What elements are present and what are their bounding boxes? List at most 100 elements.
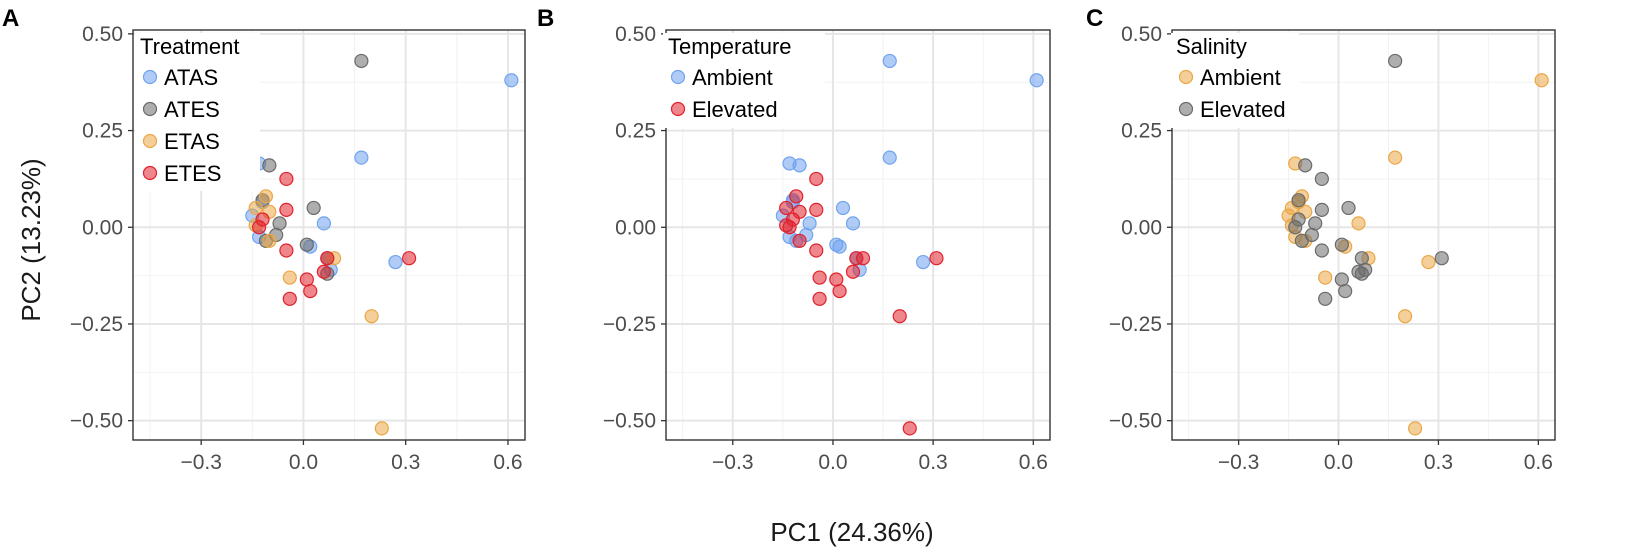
panel-c-legend-items: Ambient Elevated [1178, 65, 1286, 122]
data-point-ambient [1318, 270, 1333, 285]
data-point-elevated [829, 272, 844, 287]
data-point-ates [299, 237, 314, 252]
y-tick-label: −0.25 [603, 313, 656, 336]
panel-b-frame [665, 29, 1051, 441]
data-point-etas [364, 309, 379, 324]
legend-key-etes [142, 165, 158, 181]
panel-b-legend-title: Temperature [668, 34, 792, 59]
data-point-elevated [1434, 251, 1449, 266]
data-point-ambient [882, 150, 897, 165]
panel-a-legend: Treatment ATAS ATES ETAS ETES [135, 33, 260, 191]
data-point-elevated [812, 291, 827, 306]
panel-b-legend-background [663, 33, 825, 128]
data-point-elevated [1334, 237, 1349, 252]
data-point-elevated [892, 309, 907, 324]
legend-label-ambient: Ambient [692, 65, 773, 90]
panel-c-x-ticks: −0.3 0.0 0.3 0.6 [1218, 440, 1553, 474]
panel-b-legend: Temperature Ambient Elevated [663, 33, 825, 128]
data-point-ates [306, 200, 321, 216]
data-point-etes [279, 202, 294, 217]
legend-label-atas: ATAS [164, 65, 218, 90]
legend-key-elevated [670, 101, 686, 117]
data-point-ambient [1421, 254, 1436, 270]
data-point-etes [282, 291, 297, 306]
panel-a-legend-title: Treatment [140, 34, 239, 59]
legend-key-elevated [1178, 101, 1194, 117]
data-point-elevated [1354, 266, 1369, 281]
y-tick-label: 0.00 [615, 216, 656, 239]
y-tick-label: 0.25 [1121, 120, 1162, 143]
data-point-elevated [1288, 220, 1303, 235]
data-point-elevated [1354, 251, 1369, 266]
x-tick-label: 0.0 [818, 451, 847, 474]
data-point-elevated [929, 251, 944, 266]
data-point-elevated [1308, 216, 1323, 231]
data-point-elevated [792, 233, 807, 248]
data-point-etes [320, 251, 335, 266]
legend-key-ates [142, 101, 158, 117]
data-point-elevated [832, 283, 847, 299]
data-point-ambient [882, 53, 897, 69]
y-axis-title: PC2 (13.23%) [16, 158, 46, 321]
x-tick-label: 0.6 [1524, 451, 1553, 474]
data-point-elevated [1298, 158, 1313, 173]
y-tick-label: −0.50 [70, 410, 123, 433]
data-point-elevated [779, 200, 794, 216]
legend-label-elevated: Elevated [692, 97, 778, 122]
data-point-ambient [792, 158, 807, 173]
data-point-etas [374, 421, 389, 436]
panel-b-x-ticks: −0.3 0.0 0.3 0.6 [712, 440, 1048, 474]
panel-a-frame [132, 29, 526, 441]
y-tick-label: −0.50 [603, 410, 656, 433]
panel-b-legend-items: Ambient Elevated [670, 65, 778, 122]
data-point-ates [262, 158, 277, 173]
data-point-elevated [1314, 171, 1329, 187]
panel-b-y-ticks: 0.50 0.25 0.00 −0.25 −0.50 [603, 23, 666, 433]
panel-c-frame [1171, 29, 1556, 441]
data-point-elevated [855, 251, 871, 266]
panel-c-legend-title: Salinity [1176, 34, 1247, 59]
panel-b: B −0.3 0.0 0.3 0.6 0.50 0.25 0.00 −0.25 −0.50 T… [537, 5, 1051, 474]
y-tick-label: 0.00 [82, 216, 123, 239]
data-point-etes [252, 220, 267, 235]
panel-a-points [245, 53, 519, 436]
data-point-ambient [845, 216, 861, 231]
data-point-ates [272, 216, 287, 231]
legend-key-atas [142, 69, 158, 85]
data-point-ambient [916, 254, 931, 270]
data-point-etes [303, 283, 318, 299]
data-point-elevated [789, 189, 804, 204]
data-point-ambient [835, 200, 851, 216]
data-point-ambient [1351, 216, 1366, 231]
panel-a-legend-items: ATAS ATES ETAS ETES [142, 65, 221, 186]
data-point-elevated [1294, 233, 1309, 248]
data-point-elevated [1388, 53, 1403, 69]
x-tick-label: 0.3 [1424, 451, 1453, 474]
data-point-ambient [1388, 150, 1403, 165]
y-tick-label: 0.50 [82, 23, 123, 46]
y-tick-label: 0.50 [615, 23, 656, 46]
data-point-atas [504, 73, 519, 88]
legend-key-ambient [670, 69, 686, 85]
x-tick-label: −0.3 [712, 451, 753, 474]
panel-b-points [775, 53, 1044, 436]
legend-key-etas [142, 133, 158, 149]
data-point-elevated [792, 204, 807, 219]
y-tick-label: −0.50 [1109, 410, 1162, 433]
panel-letter-a: A [2, 5, 19, 32]
legend-label-etas: ETAS [164, 129, 220, 154]
panel-c-y-ticks: 0.50 0.25 0.00 −0.25 −0.50 [1109, 23, 1172, 433]
data-point-etas [258, 189, 274, 204]
data-point-elevated [809, 202, 824, 217]
data-point-ambient [1029, 73, 1044, 88]
panel-letter-b: B [537, 5, 554, 32]
x-tick-label: 0.6 [493, 451, 522, 474]
legend-label-ambient: Ambient [1200, 65, 1281, 90]
data-point-ates [354, 53, 369, 69]
x-axis-title: PC1 (24.36%) [770, 517, 933, 547]
data-point-etas [248, 200, 263, 216]
y-tick-label: 0.00 [1121, 216, 1162, 239]
data-point-elevated [1314, 202, 1329, 217]
data-point-etas [282, 270, 297, 285]
